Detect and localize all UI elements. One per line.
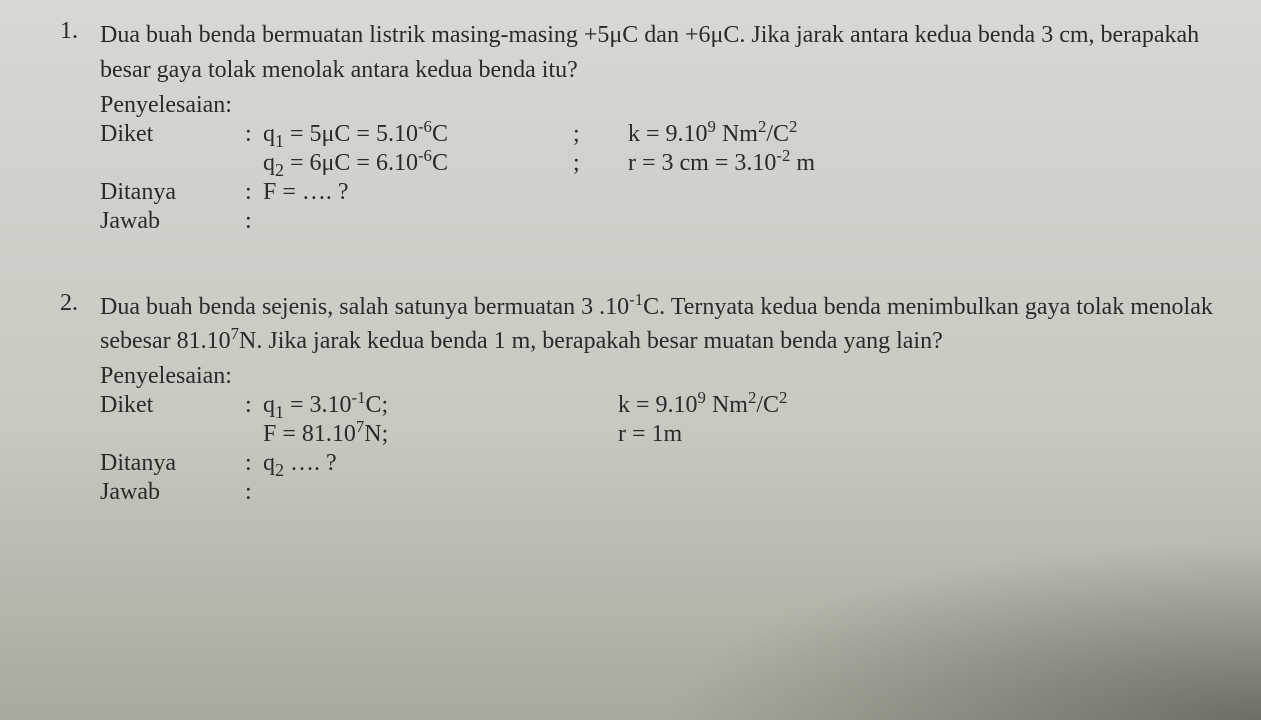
colon: : <box>245 179 263 206</box>
colon: : <box>245 392 263 419</box>
ditanya-row-1: Ditanya : F = …. ? <box>100 179 1231 206</box>
q1-expression-2: q1 = 3.10-1C; <box>263 392 523 419</box>
penyelesaian-label-1: Penyelesaian: <box>100 92 1231 119</box>
ditanya-row-2: Ditanya : q2 …. ? <box>100 450 1231 477</box>
ditanya-value-1: F = …. ? <box>263 179 573 206</box>
k-expression-2: k = 9.109 Nm2/C2 <box>618 392 1231 419</box>
ditanya-label-1: Ditanya <box>100 179 245 206</box>
diket-row-2a: Diket : q1 = 3.10-1C; k = 9.109 Nm2/C2 <box>100 392 1231 419</box>
problem-1-header: 1. Dua buah benda bermuatan listrik masi… <box>60 18 1231 88</box>
diket-row-1b: q2 = 6μC = 6.10-6C ; r = 3 cm = 3.10-2 m <box>100 150 1231 177</box>
problem-2-header: 2. Dua buah benda sejenis, salah satunya… <box>60 290 1231 360</box>
semicolon: ; <box>573 150 628 177</box>
problem-1-number: 1. <box>60 18 100 45</box>
r-expression-2: r = 1m <box>618 421 1231 448</box>
semicolon: ; <box>573 121 628 148</box>
problem-2-question: Dua buah benda sejenis, salah satunya be… <box>100 290 1231 360</box>
diket-row-1a: Diket : q1 = 5μC = 5.10-6C ; k = 9.109 N… <box>100 121 1231 148</box>
ditanya-label-2: Ditanya <box>100 450 245 477</box>
penyelesaian-label-2: Penyelesaian: <box>100 363 1231 390</box>
jawab-label-2: Jawab <box>100 479 245 506</box>
q2-expression: q2 = 6μC = 6.10-6C <box>263 150 573 177</box>
colon: : <box>245 479 263 506</box>
colon: : <box>245 208 263 235</box>
problem-2-solution: Penyelesaian: Diket : q1 = 3.10-1C; k = … <box>100 363 1231 506</box>
F-expression: F = 81.107N; <box>263 421 523 448</box>
problem-1-question: Dua buah benda bermuatan listrik masing-… <box>100 18 1231 88</box>
colon: : <box>245 121 263 148</box>
diket-label-2: Diket <box>100 392 245 419</box>
problem-2: 2. Dua buah benda sejenis, salah satunya… <box>60 290 1231 507</box>
problem-2-number: 2. <box>60 290 100 317</box>
jawab-label-1: Jawab <box>100 208 245 235</box>
jawab-row-1: Jawab : <box>100 208 1231 235</box>
colon: : <box>245 450 263 477</box>
q1-expression: q1 = 5μC = 5.10-6C <box>263 121 573 148</box>
diket-label-1: Diket <box>100 121 245 148</box>
ditanya-value-2: q2 …. ? <box>263 450 523 477</box>
r-expression: r = 3 cm = 3.10-2 m <box>628 150 1231 177</box>
problem-1: 1. Dua buah benda bermuatan listrik masi… <box>60 18 1231 235</box>
page-shadow <box>661 540 1261 720</box>
k-expression: k = 9.109 Nm2/C2 <box>628 121 1231 148</box>
problem-1-solution: Penyelesaian: Diket : q1 = 5μC = 5.10-6C… <box>100 92 1231 235</box>
diket-row-2b: F = 81.107N; r = 1m <box>100 421 1231 448</box>
jawab-row-2: Jawab : <box>100 479 1231 506</box>
